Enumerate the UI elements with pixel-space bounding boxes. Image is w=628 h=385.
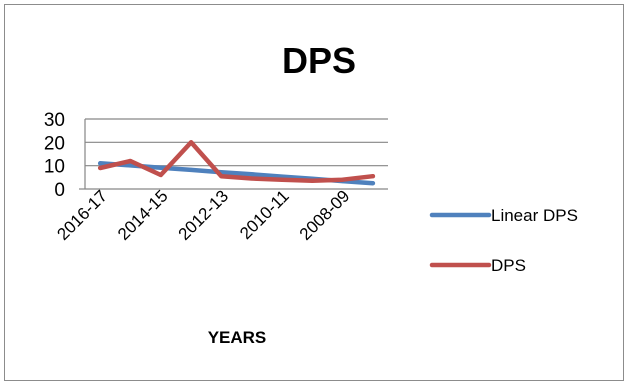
x-tick-label: 2008-09 bbox=[296, 186, 354, 244]
y-tick-label: 20 bbox=[44, 133, 65, 154]
x-axis-ticks: 2016-17 2014-15 2012-13 2010-11 2008-09 bbox=[53, 186, 353, 244]
series-layer bbox=[97, 140, 376, 186]
data-point-dps bbox=[340, 177, 345, 182]
data-point-dps bbox=[98, 166, 103, 170]
y-tick-label: 30 bbox=[44, 110, 65, 131]
data-point-linear-dps bbox=[189, 167, 194, 172]
chart-frame bbox=[4, 4, 624, 381]
legend-label-linear-dps: Linear DPS bbox=[491, 206, 578, 225]
data-point-dps bbox=[279, 177, 284, 182]
legend-label-dps: DPS bbox=[491, 256, 526, 275]
data-point-dps bbox=[219, 174, 224, 179]
data-point-dps bbox=[189, 140, 194, 145]
data-point-dps bbox=[370, 174, 375, 179]
data-point-linear-dps bbox=[370, 181, 375, 186]
data-point-linear-dps bbox=[128, 163, 133, 168]
x-tick-label: 2014-15 bbox=[114, 186, 172, 244]
data-point-dps bbox=[128, 159, 133, 163]
y-tick-label: 10 bbox=[44, 157, 65, 178]
x-axis-label: YEARS bbox=[208, 328, 267, 347]
data-point-dps bbox=[310, 178, 315, 183]
x-tick-label: 2012-13 bbox=[175, 186, 233, 244]
data-point-dps bbox=[249, 176, 254, 181]
x-tick-label: 2010-11 bbox=[236, 186, 293, 243]
legend: Linear DPS DPS bbox=[429, 206, 578, 275]
data-point-linear-dps bbox=[98, 161, 103, 166]
series-line-dps bbox=[97, 140, 376, 184]
data-point-linear-dps bbox=[158, 165, 163, 170]
data-point-linear-dps bbox=[249, 172, 254, 177]
data-point-dps bbox=[158, 173, 163, 177]
y-tick-label: 0 bbox=[54, 180, 65, 201]
chart-title: DPS bbox=[282, 40, 356, 81]
